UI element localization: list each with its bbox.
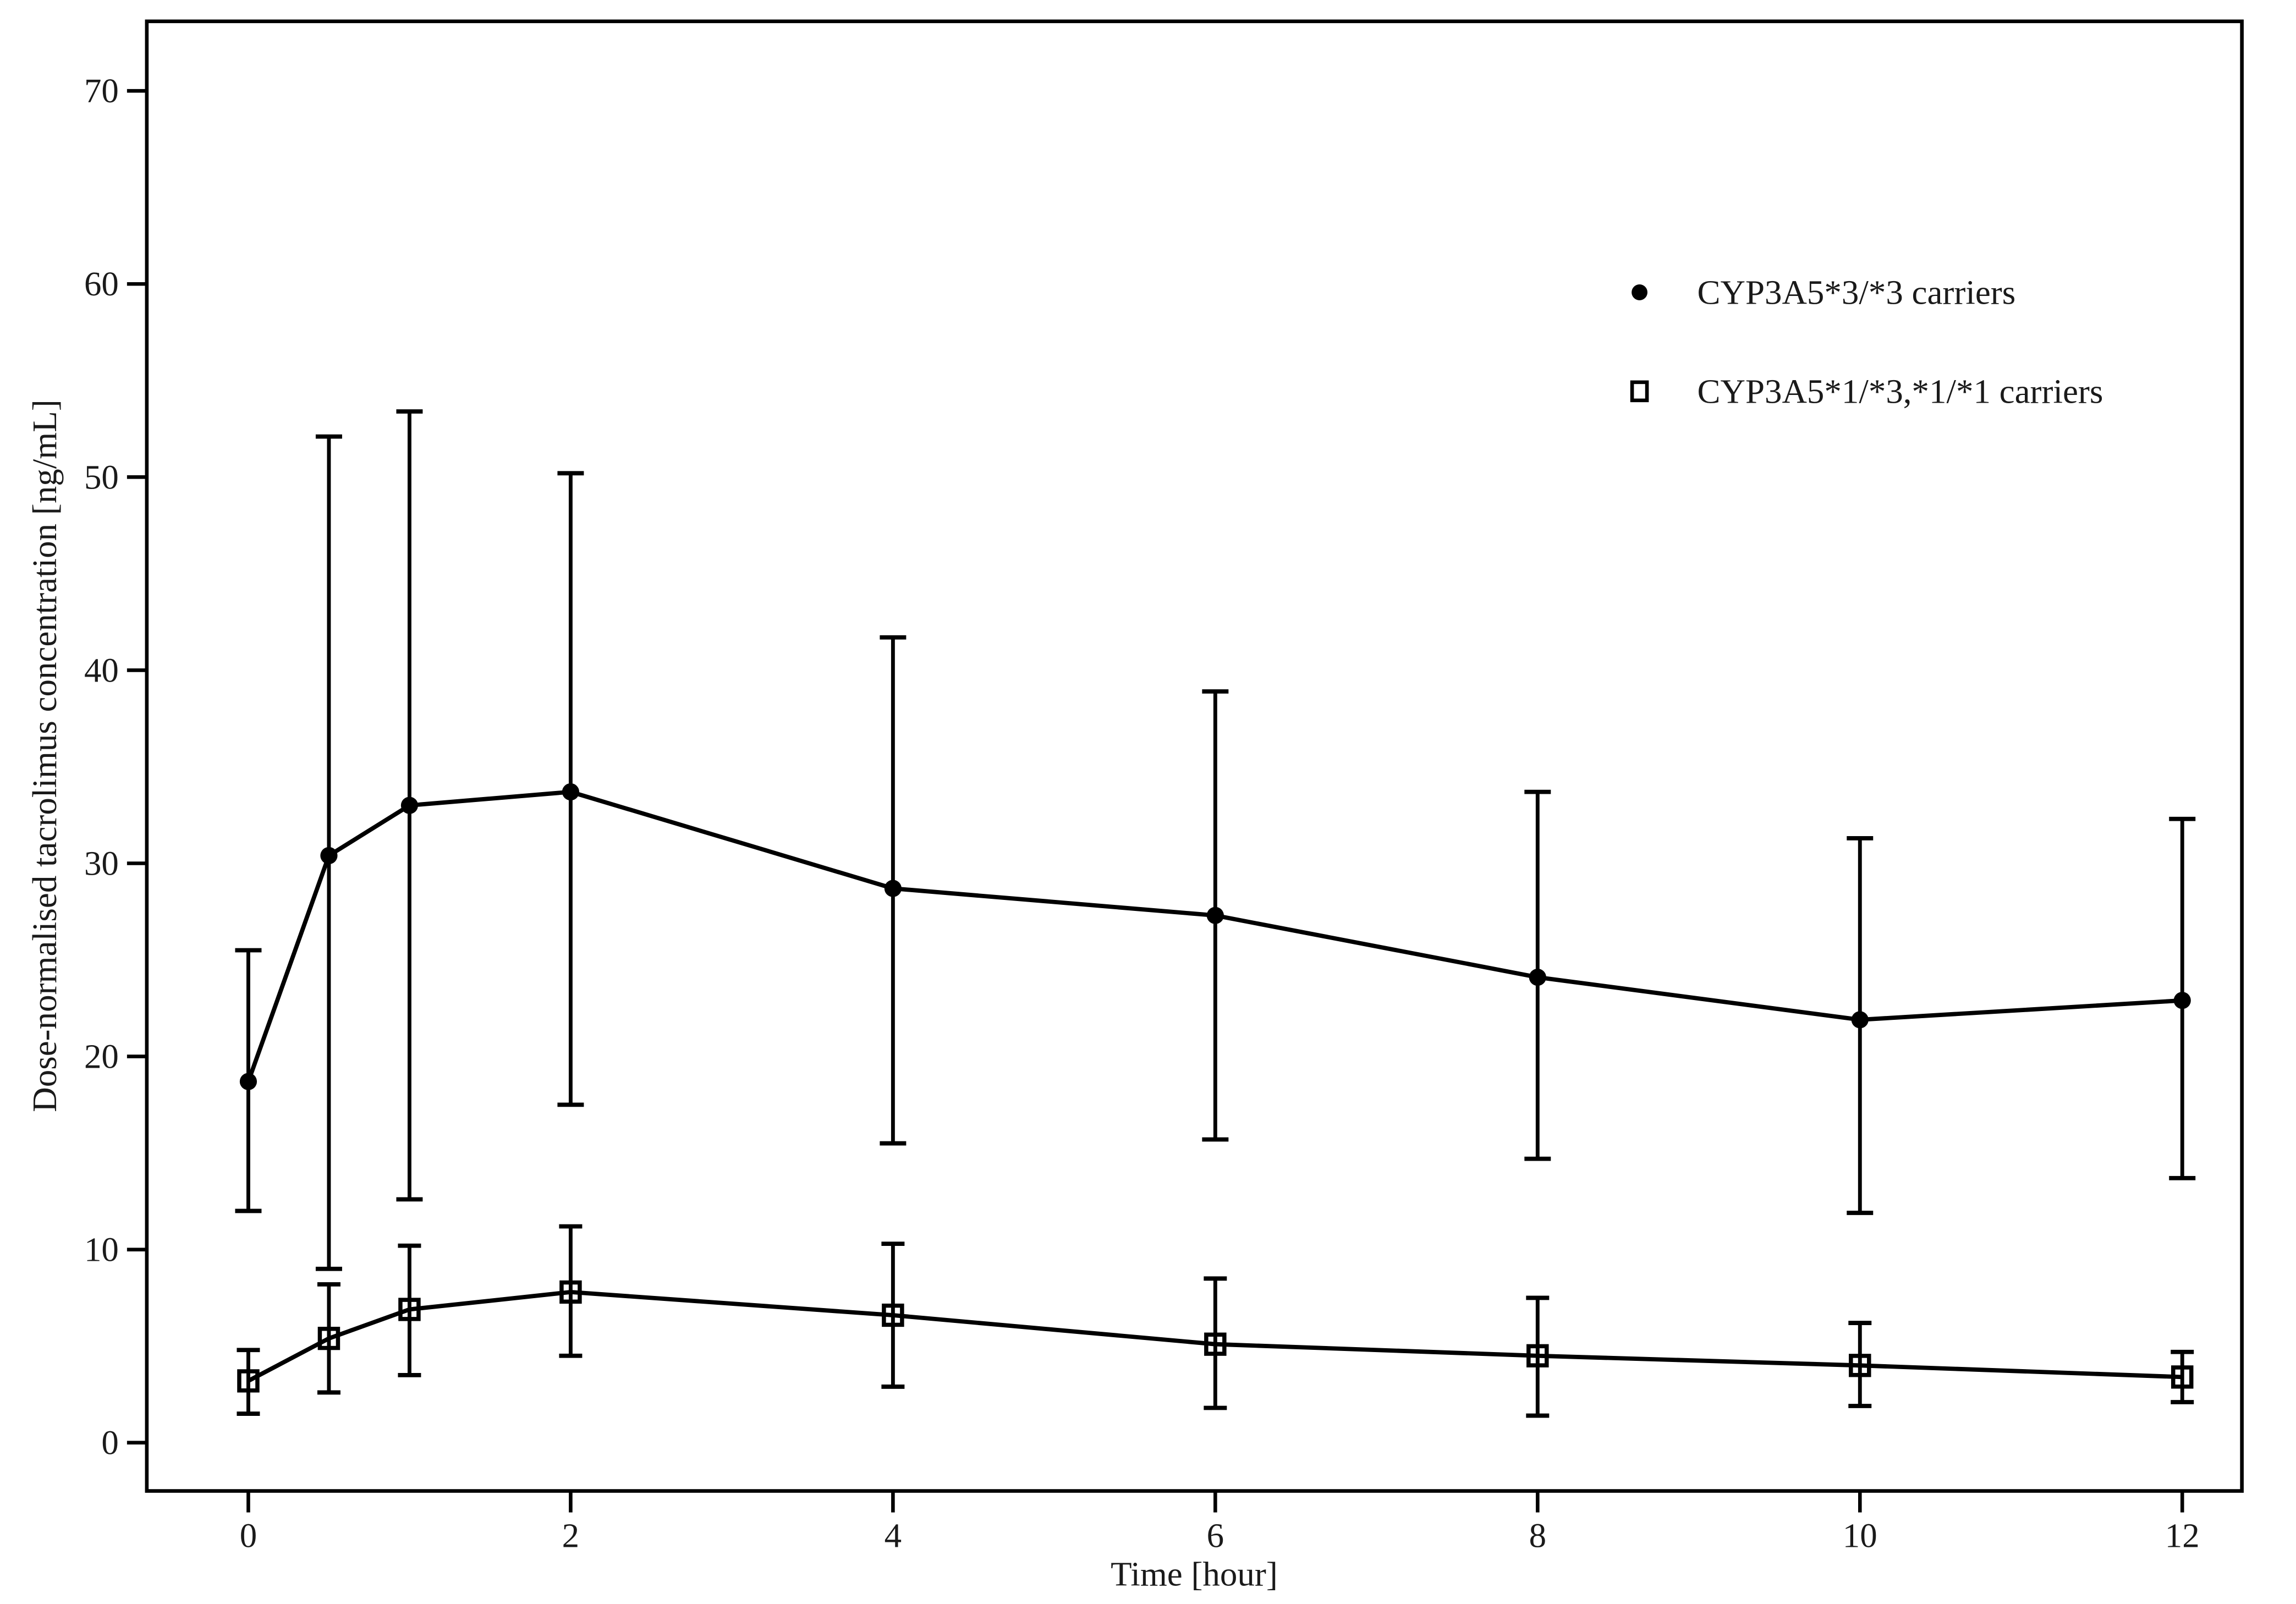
data-point-circle <box>400 796 419 814</box>
y-axis-title: Dose-normalised tacrolimus concentration… <box>25 399 64 1112</box>
data-point-square <box>1526 1344 1549 1367</box>
series-cyp3a5-1-3-1-1 <box>237 1224 2194 1418</box>
legend-label: CYP3A5*1/*3,*1/*1 carriers <box>1698 372 2103 410</box>
data-point-circle <box>562 783 580 801</box>
axes: 0 10 20 30 40 50 60 70 0 2 4 6 8 10 12 <box>84 72 2200 1554</box>
x-axis-tick-label: 2 <box>562 1516 579 1554</box>
data-point-square <box>559 1280 582 1304</box>
x-axis-tick-label: 10 <box>1843 1516 1877 1554</box>
y-axis-tick-label: 50 <box>84 458 119 496</box>
data-point-circle <box>2173 992 2191 1009</box>
data-point-square <box>237 1369 260 1393</box>
y-axis-tick-label: 30 <box>84 844 119 882</box>
data-point-circle <box>884 880 902 897</box>
data-point-circle <box>320 847 338 865</box>
data-point-square <box>1849 1354 1871 1377</box>
data-point-circle <box>1851 1011 1869 1029</box>
y-axis-tick-label: 60 <box>84 265 119 303</box>
legend-item: CYP3A5*3/*3 carriers <box>1632 273 2015 311</box>
legend-filled-circle-icon <box>1632 284 1647 300</box>
legend-open-square-icon <box>1630 380 1649 403</box>
y-axis-tick-label: 40 <box>84 651 119 689</box>
data-point-circle <box>239 1073 257 1090</box>
series-layer <box>235 409 2196 1418</box>
data-point-circle <box>1206 907 1224 924</box>
y-axis-tick-label: 0 <box>101 1424 118 1462</box>
data-point-square <box>1204 1332 1227 1356</box>
error-bar <box>237 1348 260 1416</box>
x-axis-tick-label: 4 <box>885 1516 902 1554</box>
y-axis-tick-label: 20 <box>84 1037 119 1076</box>
y-axis-tick-label: 70 <box>84 72 119 110</box>
data-point-square <box>398 1298 421 1321</box>
series-cyp3a5-3-3 <box>235 409 2196 1271</box>
x-axis-title: Time [hour] <box>1111 1554 1278 1593</box>
series-line <box>247 1289 2183 1383</box>
legend-item: CYP3A5*1/*3,*1/*1 carriers <box>1630 372 2103 410</box>
x-axis-tick-label: 12 <box>2165 1516 2200 1554</box>
data-point-circle <box>1529 969 1546 986</box>
x-axis-tick-label: 0 <box>240 1516 257 1554</box>
y-axis-tick-label: 10 <box>84 1231 119 1269</box>
data-point-square <box>882 1303 904 1327</box>
x-axis-tick-label: 6 <box>1207 1516 1224 1554</box>
plot-frame <box>145 19 2244 1493</box>
legend: CYP3A5*3/*3 carriers CYP3A5*1/*3,*1/*1 ca… <box>1630 273 2103 410</box>
legend-label: CYP3A5*3/*3 carriers <box>1698 273 2016 311</box>
plot-area <box>145 19 2244 1493</box>
data-point-square <box>317 1327 340 1350</box>
data-point-square <box>2171 1365 2194 1389</box>
x-axis-tick-label: 8 <box>1529 1516 1546 1554</box>
